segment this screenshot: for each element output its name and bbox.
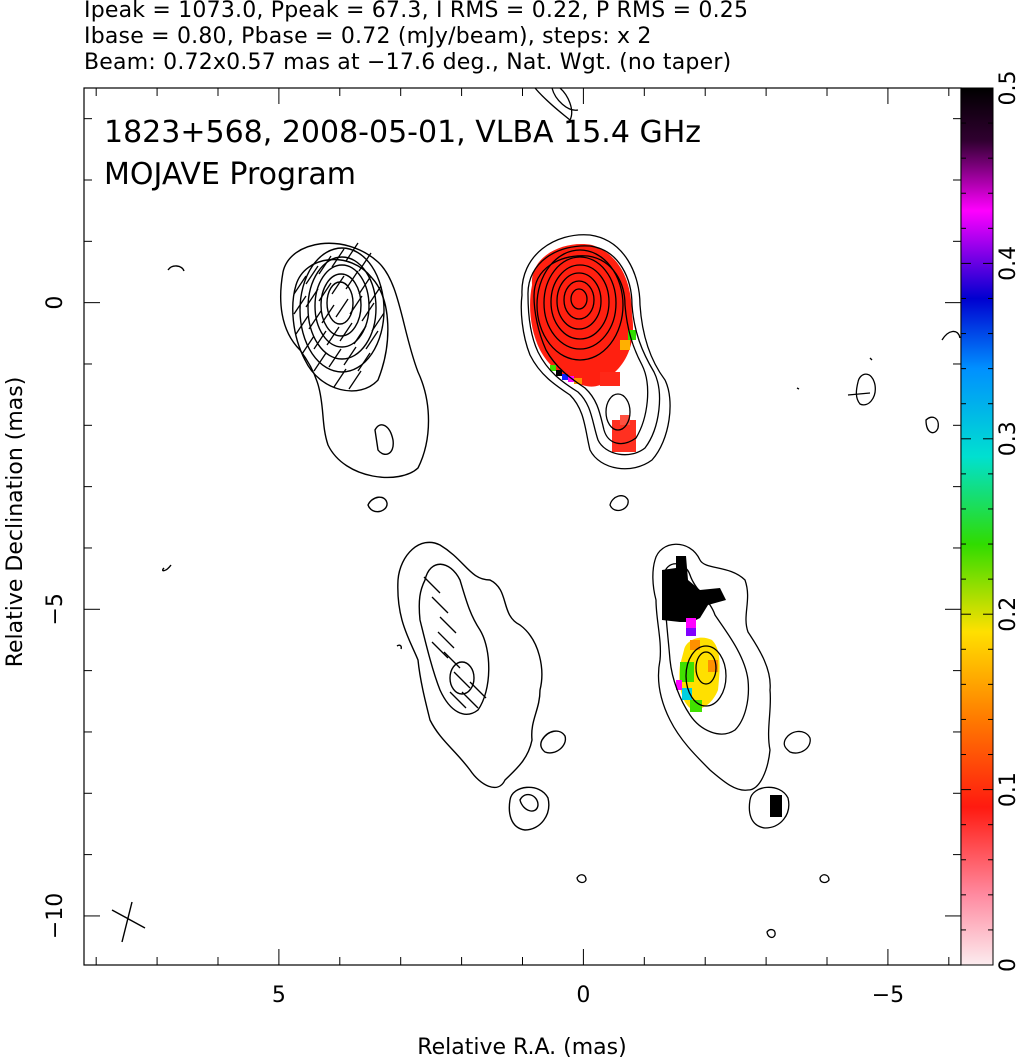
right-jet-contours bbox=[652, 543, 811, 829]
colorbar bbox=[960, 87, 994, 966]
header-line-1: Ipeak = 1073.0, Ppeak = 67.3, I RMS = 0.… bbox=[84, 0, 749, 23]
polarization-vector bbox=[335, 298, 349, 318]
polarization-vector bbox=[371, 312, 385, 332]
polarization-vector bbox=[343, 346, 357, 366]
polarization-vector bbox=[318, 255, 332, 275]
polarization-vector bbox=[339, 322, 353, 342]
polarization-vector bbox=[305, 288, 319, 308]
axis-ticks bbox=[84, 88, 961, 965]
x-tick-label: 5 bbox=[272, 983, 286, 1008]
source-annotation: 1823+568, 2008-05-01, VLBA 15.4 GHz bbox=[104, 115, 701, 150]
polarization-vector bbox=[358, 275, 372, 295]
colorbar-tick-label: 0 bbox=[996, 958, 1021, 972]
left-core-contours bbox=[162, 242, 430, 572]
polarization-vector bbox=[345, 242, 359, 262]
polarization-vector bbox=[313, 352, 327, 372]
contour-layer bbox=[111, 88, 961, 943]
polarization-vector bbox=[331, 275, 345, 295]
right-core-color-pixels bbox=[530, 244, 636, 452]
polarization-vector bbox=[349, 295, 363, 315]
polarization-vector bbox=[333, 368, 347, 388]
polarization-vector bbox=[295, 315, 309, 335]
colorbar-tick-label: 0.2 bbox=[996, 597, 1021, 632]
polarization-vector bbox=[423, 576, 441, 594]
x-axis-label: Relative R.A. (mas) bbox=[417, 1035, 626, 1060]
polarization-vector bbox=[437, 631, 455, 649]
polarization-vector bbox=[439, 616, 457, 634]
polarization-vector bbox=[308, 310, 322, 330]
polarization-vector bbox=[318, 282, 332, 302]
polarization-vector bbox=[357, 352, 371, 372]
colorbar-tick-labels: 0 0.1 0.2 0.3 0.4 0.5 bbox=[996, 71, 1021, 973]
polarization-vector bbox=[313, 330, 327, 350]
colorbar-tick-label: 0.3 bbox=[996, 421, 1021, 456]
polarization-vector bbox=[326, 326, 340, 346]
polarization-vector bbox=[368, 285, 382, 305]
polarization-vector bbox=[443, 651, 461, 669]
polarization-vector bbox=[358, 252, 372, 272]
polarization-vector bbox=[469, 681, 487, 699]
colorbar-tick-label: 0.4 bbox=[996, 246, 1021, 281]
polarization-vector bbox=[348, 370, 362, 390]
y-tick-label: −10 bbox=[43, 893, 68, 939]
colorbar-tick-label: 0.5 bbox=[996, 71, 1021, 106]
left-core-polarization-vectors bbox=[293, 242, 385, 390]
y-axis-label: Relative Declination (mas) bbox=[3, 377, 28, 668]
x-tick-label: −5 bbox=[872, 983, 904, 1008]
polarization-vector bbox=[301, 335, 315, 355]
beam-marker bbox=[111, 901, 146, 943]
y-tick-label: 0 bbox=[43, 296, 68, 310]
polarization-vector bbox=[449, 691, 467, 709]
x-tick-label: 0 bbox=[576, 983, 590, 1008]
left-jet-contours bbox=[396, 541, 567, 831]
left-jet-polarization-vectors bbox=[423, 576, 487, 709]
polarization-vector bbox=[431, 641, 449, 659]
polarization-vector bbox=[293, 295, 307, 315]
polarization-vector bbox=[305, 265, 319, 285]
polarization-vector bbox=[345, 270, 359, 290]
polarization-vector bbox=[461, 691, 479, 709]
polarization-vector bbox=[328, 348, 342, 368]
polarization-vector bbox=[293, 275, 307, 295]
colorbar-tick-label: 0.1 bbox=[996, 772, 1021, 807]
program-annotation: MOJAVE Program bbox=[104, 157, 356, 192]
polarization-vector bbox=[321, 304, 335, 324]
colorbar-ticks bbox=[961, 87, 993, 966]
polarization-vector bbox=[353, 325, 367, 345]
right-core-contours bbox=[520, 88, 961, 939]
header-line-3: Beam: 0.72x0.57 mas at −17.6 deg., Nat. … bbox=[84, 50, 732, 75]
polarization-vector bbox=[431, 596, 449, 614]
polarization-vector bbox=[361, 302, 375, 322]
polarization-vector bbox=[453, 671, 471, 689]
header-line-2: Ibase = 0.80, Pbase = 0.72 (mJy/beam), s… bbox=[84, 24, 652, 49]
plot-frame bbox=[83, 87, 962, 966]
polarization-vector bbox=[365, 330, 379, 350]
axis-tick-labels: 5 0 −5 0 −5 −10 bbox=[43, 296, 904, 1008]
right-jet-color-pixels bbox=[662, 556, 782, 817]
polarization-vector bbox=[331, 248, 345, 268]
y-tick-label: −5 bbox=[43, 593, 68, 625]
